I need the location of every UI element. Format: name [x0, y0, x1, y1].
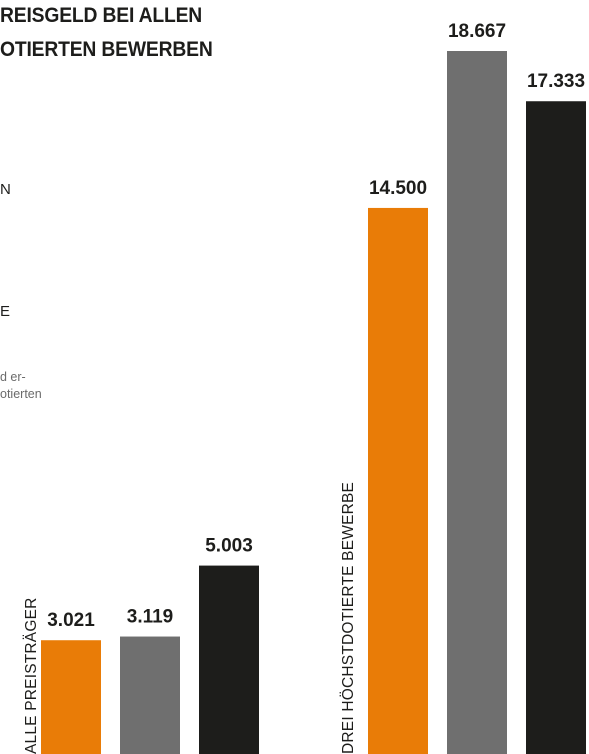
category-label: DREI HÖCHSTDOTIERTE BEWERBE: [339, 482, 357, 754]
legend-fragment-2: E: [0, 303, 11, 320]
category-label: ALLE PREISTRÄGER: [23, 597, 40, 754]
bar: [447, 51, 507, 754]
bar-value-label: 3.021: [47, 610, 95, 631]
legend-fragment-1: N: [0, 181, 11, 198]
bar: [368, 207, 428, 754]
bar: [41, 640, 101, 754]
bar-value-label: 5.003: [205, 536, 253, 557]
bar: [199, 565, 259, 754]
footnote-line-1: d er-: [0, 370, 26, 384]
title-line-2: OTIERTEN BEWERBEN: [0, 38, 213, 61]
footnote-line-2: otierten: [0, 387, 42, 401]
bar-value-label: 3.119: [127, 607, 174, 628]
bar-value-label: 14.500: [369, 178, 427, 199]
bar: [526, 101, 586, 754]
title-line-1: REISGELD BEI ALLEN: [0, 4, 203, 27]
bar-value-label: 17.333: [527, 71, 585, 92]
bar-value-label: 18.667: [448, 21, 506, 42]
bar: [120, 636, 180, 754]
